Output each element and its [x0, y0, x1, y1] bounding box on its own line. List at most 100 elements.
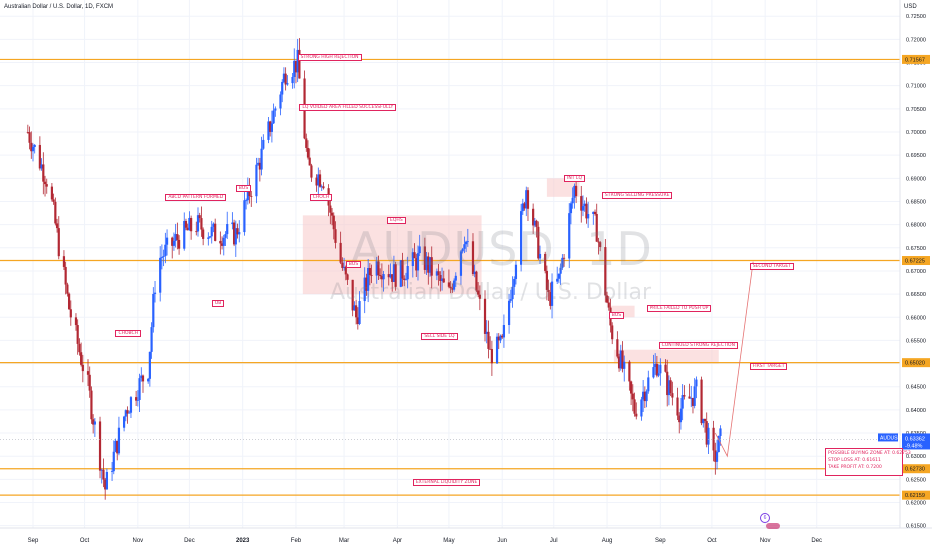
candle — [573, 183, 576, 209]
y-tick-label: 0.67500 — [906, 246, 926, 252]
candle — [585, 197, 588, 224]
candle-body — [198, 215, 201, 219]
candle-body — [104, 479, 107, 490]
candle — [294, 60, 298, 84]
candle-body — [557, 273, 561, 279]
candle — [102, 458, 105, 488]
candle-body — [427, 256, 430, 273]
candle — [461, 247, 464, 254]
candle — [562, 254, 566, 267]
annotation-label[interactable]: EXTERNAL LIQUIDITY ZONE — [412, 478, 481, 486]
annotation-label[interactable]: SELL SIDE LQ — [421, 332, 458, 340]
candle-body — [150, 327, 153, 352]
annotation-label[interactable]: PRICE FAILED TO PUSH UP — [646, 305, 712, 312]
candle-body — [339, 242, 342, 263]
candle — [284, 67, 287, 91]
candle-body — [544, 253, 547, 271]
level-price-label: 0.62730 — [905, 467, 925, 473]
candle — [45, 178, 48, 194]
annotation-label[interactable]: OB — [211, 300, 225, 308]
candle-body — [549, 292, 552, 306]
annotation-label[interactable]: FIRST TARGET — [749, 362, 788, 370]
annotation-label[interactable]: STRONG HIGH REJECTION — [297, 53, 362, 61]
candle-body — [475, 271, 478, 291]
candle-body — [715, 452, 719, 462]
price-scale-currency[interactable]: USD — [904, 4, 917, 10]
candle-body — [643, 391, 646, 402]
candle-body — [294, 60, 298, 73]
annotation-label[interactable]: CHOBCH — [115, 330, 142, 338]
candle-body — [365, 277, 368, 291]
economic-event-icon[interactable]: 6 — [760, 513, 770, 523]
annotation-label[interactable]: LQ VOIDED AREA FILLED SUCCESSFULLY — [299, 103, 397, 111]
candle-body — [135, 397, 138, 401]
annotation-label[interactable]: SECOND TARGET — [749, 263, 795, 271]
candle — [31, 143, 35, 162]
candle — [122, 415, 126, 432]
candle — [344, 265, 347, 281]
candle — [690, 385, 693, 408]
x-tick-label: Dec — [811, 538, 822, 544]
candle-body — [537, 226, 540, 259]
annotation-label[interactable]: INT LQ — [564, 175, 585, 183]
annotation-label[interactable]: EQHS — [387, 217, 406, 224]
annotation-label[interactable]: STRONG SELLING PRESSURE — [601, 191, 673, 199]
candle — [545, 265, 548, 301]
candle — [595, 203, 598, 242]
y-tick-label: 0.66000 — [906, 315, 926, 321]
candle-body — [389, 274, 392, 278]
y-tick-label: 0.67000 — [906, 269, 926, 275]
candle-body — [525, 190, 528, 209]
candle-body — [611, 325, 614, 340]
candle — [430, 246, 433, 289]
candle — [339, 231, 342, 265]
candle-body — [334, 229, 337, 243]
candle — [208, 236, 212, 239]
candle-body — [172, 240, 176, 246]
annotation-label[interactable]: BOS — [345, 261, 362, 268]
candle-body — [342, 266, 346, 268]
annotation-label[interactable]: BOS — [608, 311, 625, 319]
candle — [642, 380, 645, 412]
candle — [66, 282, 69, 297]
annotation-label[interactable]: BOS — [235, 184, 252, 192]
dividends-event-icon[interactable] — [766, 523, 780, 529]
candle — [138, 373, 141, 413]
candle — [150, 322, 153, 359]
candle — [439, 271, 442, 292]
candle-body — [532, 208, 535, 226]
x-tick-label: Nov — [133, 538, 144, 544]
candle-body — [640, 399, 643, 417]
candle — [76, 319, 79, 355]
candle — [605, 291, 609, 304]
candle — [124, 409, 127, 422]
trade-setup-box[interactable]: POSSIBLE BUYING ZONE AT: 0.62753 STOP LO… — [825, 448, 911, 476]
candle — [418, 234, 421, 257]
annotation-label[interactable]: ABCD PATTERN FORMED — [165, 193, 227, 201]
annotation-label[interactable]: CHOCH — [309, 193, 333, 201]
candle-body — [575, 185, 578, 197]
candle-body — [76, 325, 79, 344]
candle-body — [124, 410, 127, 417]
candle-body — [160, 256, 164, 258]
candle — [282, 67, 286, 84]
candle — [406, 256, 409, 289]
candle-body — [447, 282, 451, 287]
candle — [43, 175, 47, 197]
candle — [617, 353, 621, 372]
candle-body — [616, 339, 619, 357]
candle — [318, 169, 322, 188]
candle-body — [466, 241, 469, 243]
annotation-label[interactable]: CONTINUED STRONG REJECTION — [658, 342, 738, 350]
candle-body — [435, 271, 438, 276]
candle — [678, 412, 681, 434]
candle — [509, 289, 512, 303]
candle-body — [224, 234, 227, 238]
candle-body — [471, 241, 475, 275]
candle — [64, 261, 67, 295]
candle-body — [147, 378, 150, 382]
candle — [257, 157, 260, 166]
candle — [427, 252, 430, 285]
candle — [435, 268, 438, 281]
